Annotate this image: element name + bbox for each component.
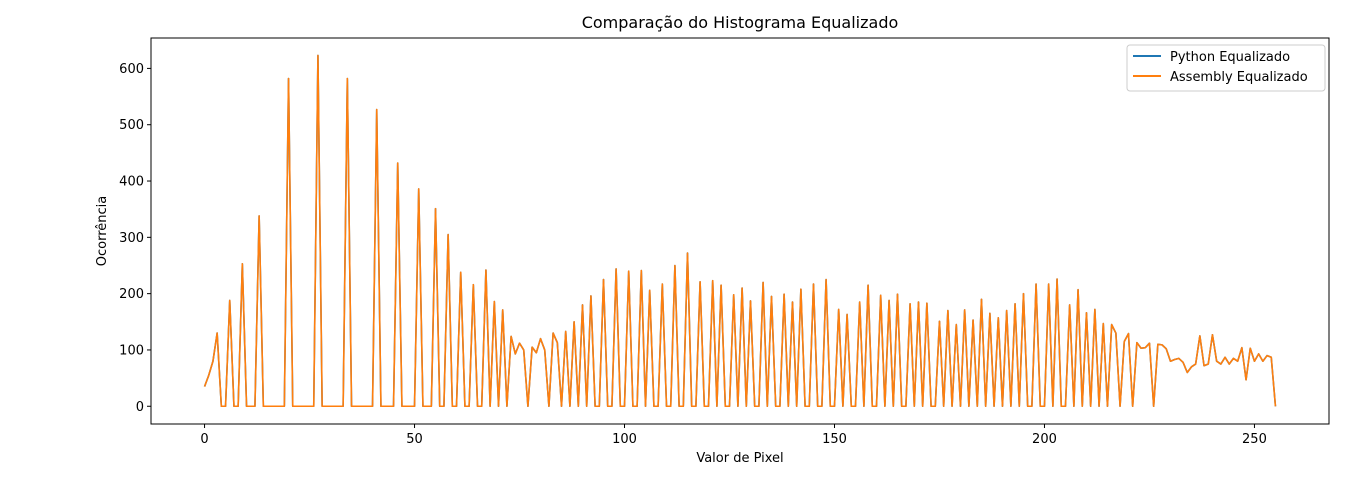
y-tick-label: 600 xyxy=(119,62,144,77)
y-tick-label: 300 xyxy=(119,231,144,246)
y-tick-label: 0 xyxy=(136,400,144,415)
x-tick-label: 250 xyxy=(1242,432,1267,447)
x-tick-label: 50 xyxy=(406,432,423,447)
x-tick-label: 100 xyxy=(612,432,637,447)
y-tick-label: 500 xyxy=(119,118,144,133)
x-tick-label: 0 xyxy=(200,432,208,447)
plot-frame xyxy=(150,37,1330,425)
x-tick-label: 150 xyxy=(822,432,847,447)
x-axis-label: Valor de Pixel xyxy=(696,451,783,466)
legend-label-assembly: Assembly Equalizado xyxy=(1170,70,1308,85)
x-axis: 0 50 100 150 200 250 xyxy=(200,424,1267,447)
chart-title: Comparação do Histograma Equalizado xyxy=(582,13,899,32)
y-axis: 0 100 200 300 400 500 600 xyxy=(119,62,151,415)
x-tick-label: 200 xyxy=(1032,432,1057,447)
legend: Python Equalizado Assembly Equalizado xyxy=(1126,44,1326,92)
legend-box xyxy=(1126,44,1326,92)
y-tick-label: 400 xyxy=(119,175,144,190)
y-axis-label: Ocorrência xyxy=(95,196,110,266)
series-layer xyxy=(203,54,1277,408)
legend-label-python: Python Equalizado xyxy=(1170,50,1290,65)
y-tick-label: 200 xyxy=(119,287,144,302)
y-tick-label: 100 xyxy=(119,343,144,358)
series-line-1 xyxy=(203,54,1277,408)
